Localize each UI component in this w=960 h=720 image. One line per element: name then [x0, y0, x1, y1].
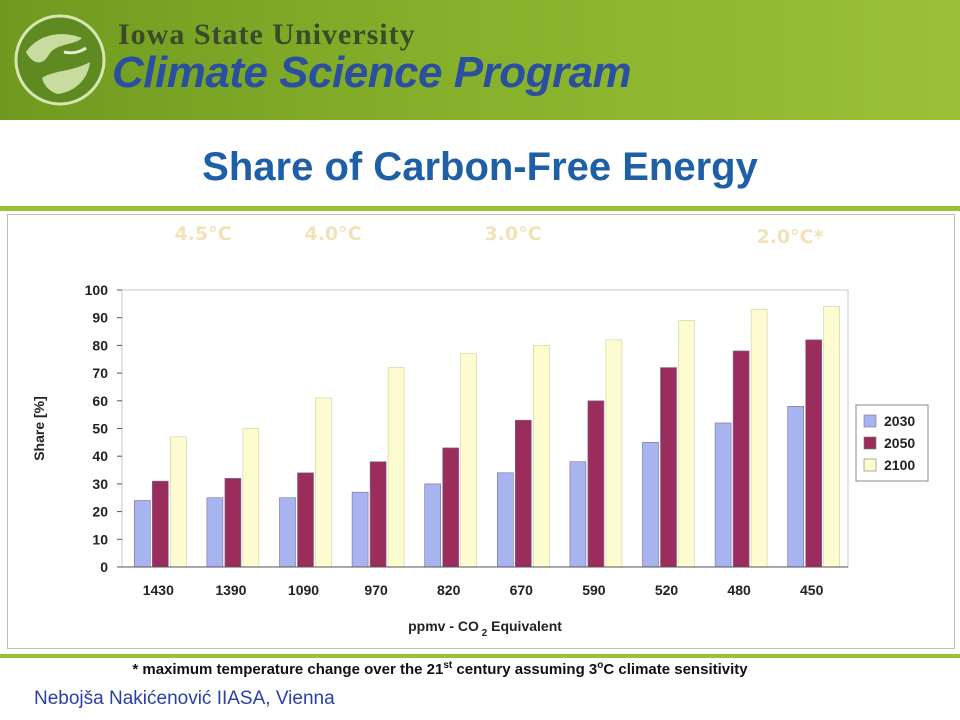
footnote-sup-st: st [443, 660, 453, 671]
bar-2100-670 [532, 345, 550, 568]
x-tick-label: 1390 [215, 582, 246, 598]
x-tick-label: 820 [437, 582, 461, 598]
y-axis-label: Share [%] [31, 396, 47, 461]
bar-2030-450 [787, 406, 805, 568]
x-tick-label: 480 [727, 582, 751, 598]
y-tick-label: 60 [92, 393, 108, 409]
y-tick-label: 90 [92, 310, 108, 326]
university-name: Iowa State University [118, 18, 416, 51]
x-tick-label: 450 [800, 582, 824, 598]
footnote-text-1: * maximum temperature change over the 21 [132, 661, 444, 678]
bar-2100-1390 [242, 428, 260, 568]
bar-2050-820 [442, 447, 460, 568]
bar-2030-480 [714, 422, 732, 568]
bar-2100-970 [387, 367, 405, 568]
legend-label-2100: 2100 [884, 457, 915, 473]
bar-2100-520 [678, 320, 695, 568]
y-tick-label: 0 [100, 559, 108, 575]
temperature-label-4: 2.0°C* [756, 226, 823, 248]
bar-2050-1090 [297, 472, 314, 568]
y-tick-label: 50 [92, 421, 108, 437]
footnote-text-2: century assuming 3 [452, 661, 598, 678]
x-tick-label: 1430 [143, 582, 174, 598]
x-tick-label: 520 [655, 582, 679, 598]
bar-2030-970 [351, 491, 369, 568]
y-tick-label: 100 [85, 282, 109, 298]
legend-swatch-2050 [863, 436, 877, 450]
author-credit: Nebojša Nakićenović IIASA, Vienna [34, 688, 335, 709]
chart-container: 4.5°C 4.0°C 3.0°C 2.0°C* 0 10 20 30 40 50 60 70 80 90… [7, 214, 955, 649]
bar-2030-820 [424, 483, 442, 568]
y-tick-label: 10 [92, 531, 108, 547]
temperature-label-1: 4.5°C [174, 223, 231, 245]
bar-2100-820 [460, 353, 478, 568]
bar-2030-1430 [134, 500, 151, 568]
bar-2030-590 [569, 461, 587, 568]
footnote: * maximum temperature change over the 21… [0, 660, 880, 678]
y-tick-label: 80 [92, 337, 108, 353]
legend-label-2050: 2050 [884, 435, 915, 451]
divider-top [0, 206, 960, 211]
temperature-label-3: 3.0°C [484, 223, 541, 245]
legend-swatch-2030 [863, 414, 877, 428]
bar-2030-520 [642, 442, 659, 568]
bar-2100-590 [605, 339, 623, 568]
bar-2100-1430 [170, 436, 187, 568]
bar-2030-1090 [279, 497, 296, 568]
bar-2050-1390 [224, 478, 242, 568]
footnote-sup-o: o [597, 660, 604, 671]
divider-bottom [0, 654, 960, 658]
legend-label-2030: 2030 [884, 413, 915, 429]
x-tick-label: 1090 [288, 582, 319, 598]
bar-2030-670 [496, 472, 514, 568]
y-tick-label: 70 [92, 365, 108, 381]
x-axis-label: ppmv - CO 2 Equivalent [408, 618, 562, 639]
bar-2050-450 [805, 339, 823, 568]
slide-title: Share of Carbon-Free Energy [202, 145, 758, 189]
globe-logo-icon [14, 14, 106, 106]
legend-swatch-2100 [863, 458, 877, 472]
y-tick-label: 20 [92, 504, 108, 520]
bar-2100-480 [750, 309, 768, 568]
footnote-text-3: C climate sensitivity [603, 661, 748, 678]
x-tick-label: 970 [364, 582, 388, 598]
bar-2050-520 [660, 367, 677, 568]
bar-chart: 4.5°C 4.0°C 3.0°C 2.0°C*0102030405060708090… [31, 223, 929, 639]
x-tick-label: 670 [510, 582, 534, 598]
bar-2100-450 [823, 306, 841, 568]
bar-2050-670 [514, 419, 532, 568]
bar-2050-590 [587, 400, 605, 568]
x-tick-label: 590 [582, 582, 606, 598]
bar-2100-1090 [315, 397, 332, 568]
temperature-label-2: 4.0°C [304, 223, 361, 245]
y-tick-label: 30 [92, 476, 108, 492]
bar-2050-480 [732, 350, 750, 568]
bar-2030-1390 [206, 497, 224, 568]
bar-2050-1430 [152, 480, 169, 568]
y-tick-label: 40 [92, 448, 108, 464]
program-name: Climate Science Program [112, 48, 632, 97]
header-banner: Iowa State University Climate Science Pr… [0, 0, 960, 120]
bar-2050-970 [369, 461, 387, 568]
